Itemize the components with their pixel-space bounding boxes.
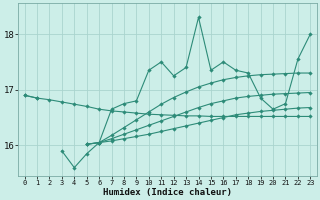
X-axis label: Humidex (Indice chaleur): Humidex (Indice chaleur) (103, 188, 232, 197)
